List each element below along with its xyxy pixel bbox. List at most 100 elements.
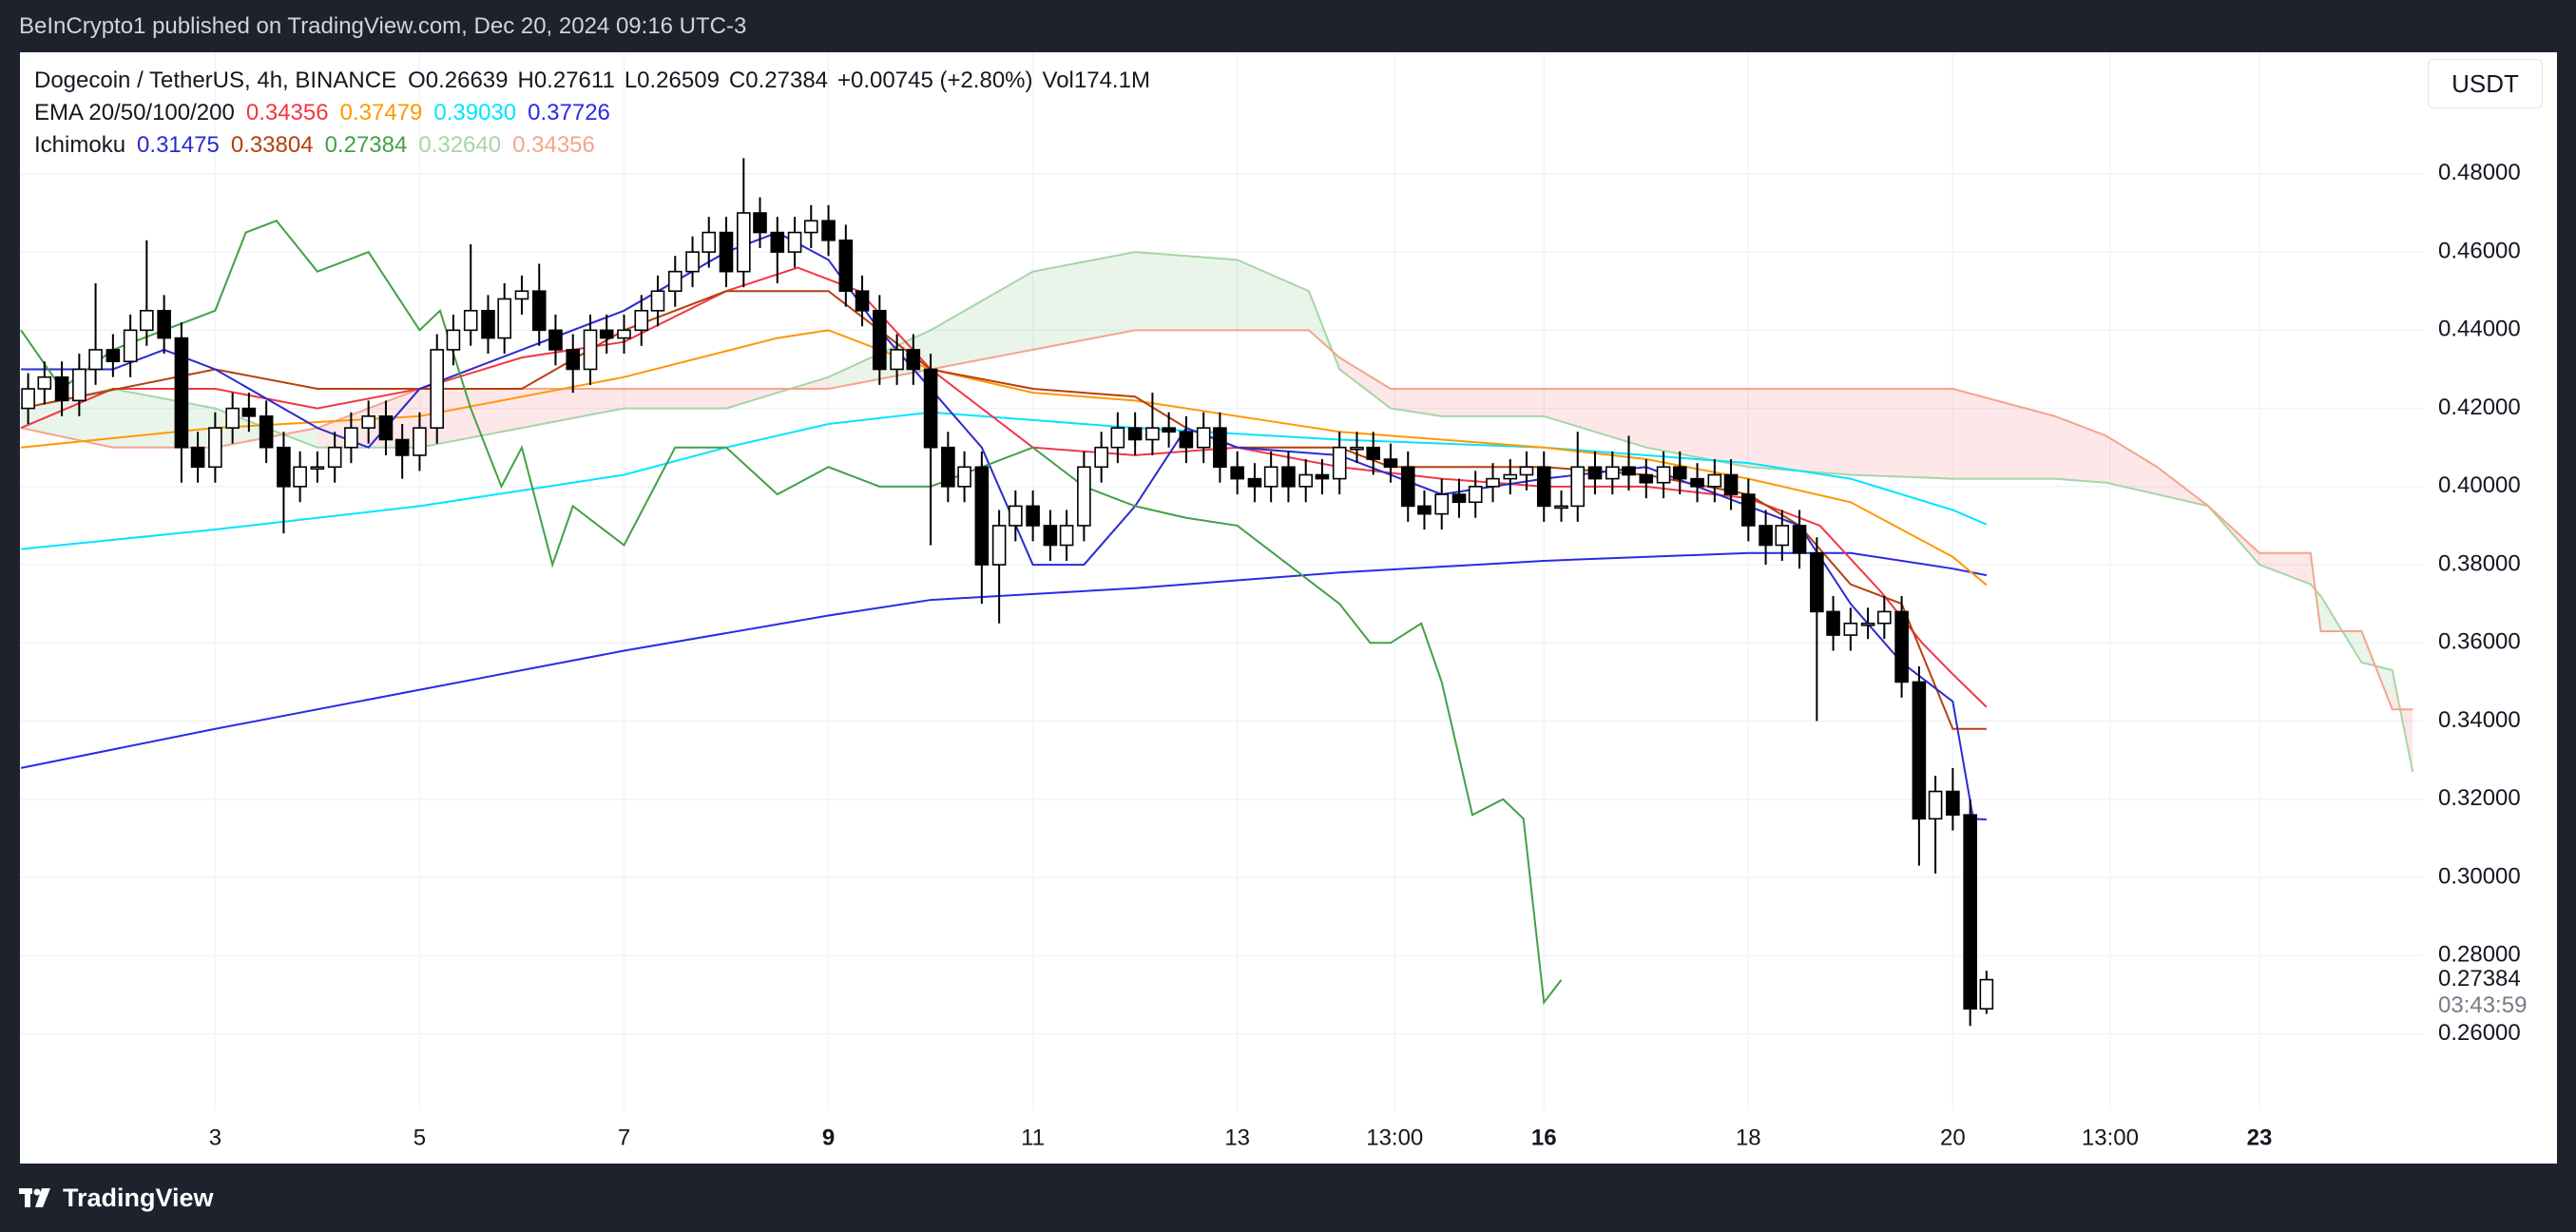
candle-body (685, 251, 700, 273)
candle-body (1792, 525, 1807, 554)
candle-body (1350, 446, 1364, 451)
x-tick-label: 18 (1736, 1125, 1761, 1150)
candle-body (1503, 473, 1518, 480)
candle-body (190, 446, 205, 469)
candle-body (548, 329, 563, 351)
candle-body (702, 231, 717, 253)
ichimoku-row: Ichimoku 0.31475 0.33804 0.27384 0.32640 0.34… (34, 129, 1150, 162)
x-tick-label: 23 (2247, 1125, 2273, 1150)
candle-body (1434, 493, 1450, 515)
indicator-value: 0.31475 (137, 132, 220, 158)
candle-body (208, 427, 222, 469)
indicator-line (20, 411, 1988, 550)
cloud-fill (2259, 552, 2311, 585)
candle-body (906, 349, 921, 371)
candle-body (941, 446, 955, 488)
indicator-value: 0.34356 (512, 132, 595, 158)
ohlc-value: H0.27611 (517, 67, 615, 93)
indicator-line (20, 266, 1988, 708)
candle-body (1298, 473, 1314, 488)
candle-body (1263, 466, 1278, 488)
candle-body (838, 239, 854, 293)
candle-body (21, 388, 35, 410)
x-tick-label: 3 (209, 1125, 221, 1150)
candle-body (225, 407, 240, 429)
candle-body (855, 290, 870, 312)
candle-body (1468, 486, 1483, 504)
y-tick-label: 0.36000 (2438, 629, 2521, 655)
symbol-title: Dogecoin / TetherUS, 4h, BINANCE (34, 67, 397, 93)
cloud-fill (624, 389, 727, 409)
y-tick-label: 0.40000 (2438, 472, 2521, 498)
indicator-label: EMA 20/50/100/200 (34, 100, 235, 125)
candle-body (1656, 466, 1671, 484)
candle-body (1026, 505, 1040, 527)
logo-icon (19, 1188, 50, 1207)
y-tick-label: 0.42000 (2438, 395, 2521, 420)
candle-body (1554, 505, 1568, 510)
candle-body (37, 375, 52, 390)
indicator-value: 0.33804 (230, 132, 314, 158)
candle-body (1741, 493, 1756, 527)
span-b (20, 329, 2413, 711)
candle-body (88, 349, 103, 371)
candle-body (1570, 466, 1586, 508)
candle-body (1486, 477, 1500, 488)
candle-body (174, 337, 189, 449)
cloud-fill (112, 389, 216, 448)
candle-body (344, 427, 358, 449)
candle-body (1230, 466, 1244, 480)
cloud-fill (1441, 389, 1545, 416)
cloud-fill (1544, 389, 1646, 448)
footer: TradingView (19, 1164, 214, 1232)
publish-info: BeInCrypto1 published on TradingView.com… (19, 13, 747, 39)
candle-body (481, 309, 495, 339)
candle-body (617, 329, 631, 339)
y-tick-label: 0.28000 (2438, 942, 2521, 968)
indicator-line (20, 220, 1563, 1006)
currency-button[interactable]: USDT (2428, 59, 2543, 108)
candle-body (446, 329, 461, 351)
candle-body (106, 349, 121, 363)
candle-body (1826, 610, 1840, 636)
ohlc-value: Vol174.1M (1042, 67, 1150, 93)
candle-body (157, 309, 171, 339)
cloud-fill (1390, 389, 1442, 416)
candle-body (1536, 466, 1551, 508)
ohlc-value: O0.26639 (408, 67, 509, 93)
candle-body (566, 349, 581, 371)
candle-body (770, 231, 785, 253)
candle-body (497, 298, 511, 339)
ohlc-value: C0.27384 (728, 67, 829, 93)
cloud-fill (1645, 389, 1749, 468)
candle-body (394, 438, 410, 456)
y-tick-label: 0.44000 (2438, 317, 2521, 342)
candle-body (719, 231, 734, 273)
candle-body (890, 349, 904, 371)
candle-body (1928, 790, 1943, 820)
candle-body (753, 212, 767, 234)
indicator-value: 0.34356 (245, 100, 329, 125)
cloud-fill (1952, 389, 2055, 479)
candle-body (1451, 493, 1467, 504)
x-tick-label: 13 (1224, 1125, 1250, 1150)
x-tick-label: 13:00 (2082, 1125, 2139, 1150)
candle-body (1690, 477, 1704, 488)
candle-body (327, 446, 342, 469)
countdown-label: 03:43:59 (2438, 992, 2527, 1018)
ohlc-values: O0.26639 H0.27611 L0.26509 C0.27384 +0.00745… (408, 65, 1150, 97)
candle-body (923, 368, 938, 449)
candle-body (991, 525, 1007, 566)
candle-body (737, 212, 751, 273)
candle-body (1707, 473, 1722, 488)
candle-body (1383, 458, 1398, 469)
candle-body (531, 290, 547, 332)
x-tick-label: 13:00 (1366, 1125, 1423, 1150)
candle-body (667, 270, 682, 293)
ema-row: EMA 20/50/100/200 0.34356 0.37479 0.39030 0.… (34, 97, 1150, 129)
x-tick-label: 9 (822, 1125, 835, 1150)
ohlc-value: L0.26509 (624, 67, 720, 93)
indicator-value: 0.37479 (339, 100, 423, 125)
y-tick-label: 0.38000 (2438, 550, 2521, 576)
